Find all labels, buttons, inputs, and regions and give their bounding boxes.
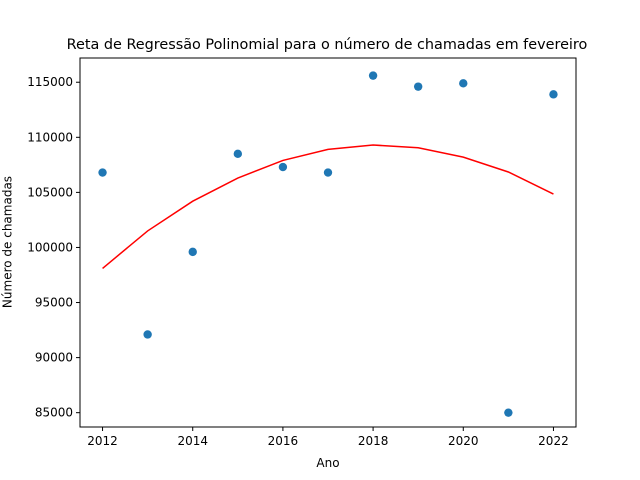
data-point — [143, 330, 152, 339]
data-point — [368, 71, 378, 80]
data-point — [549, 90, 558, 99]
y-tick-label: 95000 — [35, 296, 73, 310]
y-tick-label: 85000 — [35, 406, 73, 420]
x-tick-label: 2020 — [448, 434, 479, 448]
chart-title: Reta de Regressão Polinomial para o núme… — [67, 37, 588, 53]
data-point — [278, 162, 288, 172]
x-tick-label: 2016 — [268, 434, 299, 448]
x-tick-label: 2014 — [177, 434, 208, 448]
data-point — [504, 408, 513, 417]
axis-ticks: 2012 2014 2016 2018 2020 2022 85000 90000 95000 1… — [27, 75, 569, 448]
data-point — [323, 168, 333, 177]
data-point — [459, 79, 468, 88]
y-tick-label: 105000 — [27, 185, 73, 199]
data-point — [98, 168, 107, 177]
data-point — [233, 149, 243, 159]
x-tick-label: 2022 — [538, 434, 569, 448]
data-point — [188, 247, 197, 257]
x-axis-label: Ano — [316, 456, 339, 470]
y-tick-label: 100000 — [27, 240, 73, 254]
axes-frame — [79, 57, 577, 428]
x-tick-label: 2018 — [358, 434, 389, 448]
y-tick-label: 115000 — [27, 75, 73, 89]
data-point — [413, 82, 423, 91]
plot-area — [98, 71, 558, 417]
y-tick-label: 110000 — [27, 130, 73, 144]
x-tick-label: 2012 — [87, 434, 118, 448]
regression-line — [102, 144, 554, 269]
y-tick-label: 90000 — [35, 351, 73, 365]
y-axis-label: Número de chamadas — [1, 176, 15, 308]
